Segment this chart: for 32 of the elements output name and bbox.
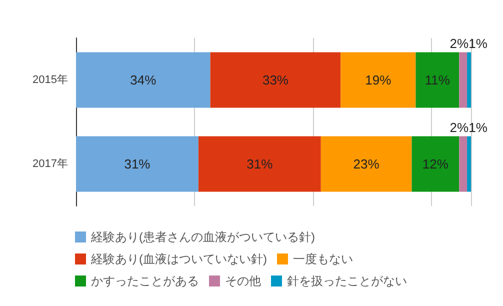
bar	[76, 136, 198, 192]
data-label: 34%	[130, 72, 157, 88]
bar	[340, 52, 416, 108]
bar	[320, 136, 412, 192]
data-label: 33%	[262, 72, 289, 88]
bar	[198, 136, 321, 192]
data-label: 11%	[424, 72, 450, 88]
bar	[76, 52, 210, 108]
legend-label: かすったことがある	[91, 274, 199, 288]
data-label: 1%	[468, 120, 488, 135]
data-label: 19%	[365, 72, 392, 88]
bar	[412, 136, 460, 192]
y-tick-label: 2015年	[32, 74, 68, 86]
data-label: 31%	[124, 156, 151, 172]
data-label: 12%	[422, 156, 449, 172]
bar	[459, 136, 468, 192]
bar	[416, 52, 460, 108]
data-label: 23%	[353, 156, 380, 172]
legend-label: 経験あり(血液はついていない針)	[90, 252, 267, 266]
bar	[467, 136, 471, 192]
legend-label: 一度もない	[292, 252, 353, 266]
bar	[210, 52, 341, 108]
legend-label: その他	[225, 274, 261, 288]
data-label: 2%	[450, 36, 469, 51]
data-label: 31%	[246, 156, 274, 172]
data-label: 1%	[468, 36, 488, 51]
bar	[467, 52, 471, 108]
legend-label: 針を扱ったことがない	[287, 274, 407, 288]
data-label: 2%	[450, 120, 469, 135]
y-tick-label: 2017年	[32, 158, 68, 170]
legend-label: 経験あり(患者さんの血液がついている針)	[90, 230, 315, 244]
bar	[459, 52, 468, 108]
